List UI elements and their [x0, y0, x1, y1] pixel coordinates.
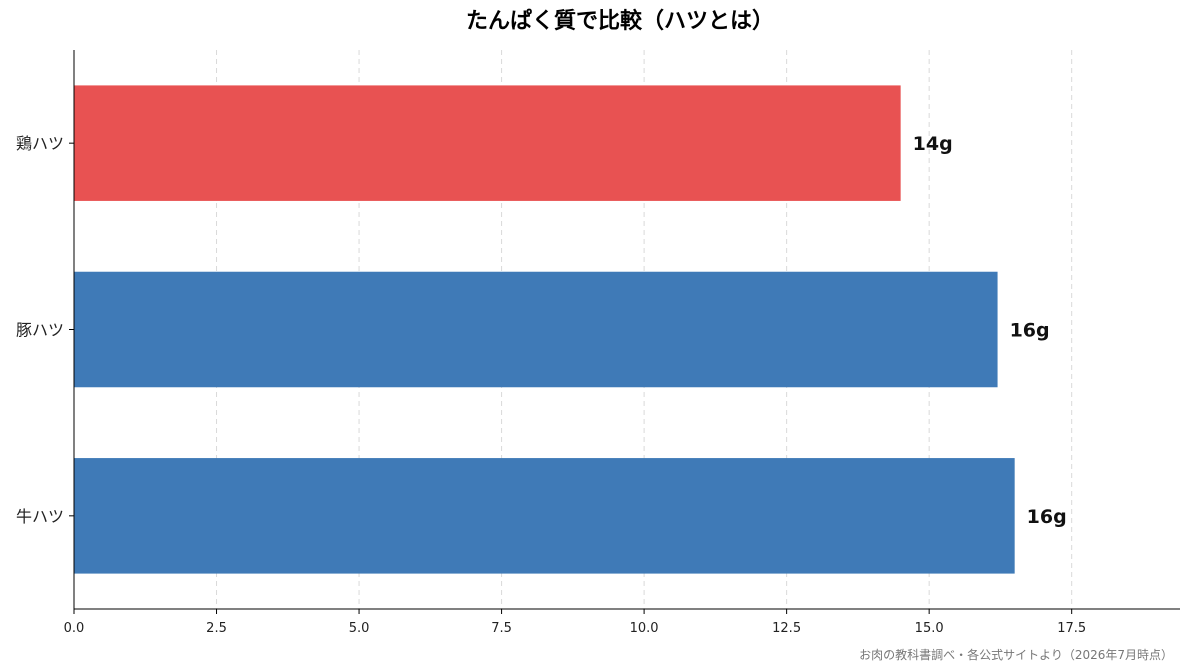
chart-title: たんぱく質で比較（ハツとは）	[466, 8, 774, 34]
x-tick-label: 17.5	[1057, 621, 1086, 636]
x-tick-label: 0.0	[64, 621, 85, 636]
x-tick-label: 12.5	[772, 621, 801, 636]
x-tick-label: 7.5	[491, 621, 512, 636]
data-labels: 14g 16g 16g	[913, 133, 1067, 528]
x-tick-label: 2.5	[206, 621, 227, 636]
source-note: お肉の教科書調べ・各公式サイトより（2026年7月時点）	[859, 647, 1173, 662]
bars	[74, 85, 1015, 574]
category-label: 豚ハツ	[16, 321, 64, 340]
category-label: 鶏ハツ	[16, 134, 64, 153]
category-label: 牛ハツ	[16, 507, 64, 526]
bar	[74, 458, 1015, 574]
x-tick-label: 10.0	[630, 621, 659, 636]
axes	[73, 50, 1180, 610]
data-label: 14g	[913, 133, 953, 155]
data-label: 16g	[1010, 320, 1050, 342]
bar	[74, 271, 998, 388]
x-tick-labels: 0.0 2.5 5.0 7.5 10.0 12.5 15.0 17.5	[64, 609, 1086, 636]
x-tick-label: 15.0	[915, 621, 944, 636]
data-label: 16g	[1027, 506, 1067, 528]
x-tick-label: 5.0	[349, 621, 370, 636]
bar	[74, 85, 901, 201]
